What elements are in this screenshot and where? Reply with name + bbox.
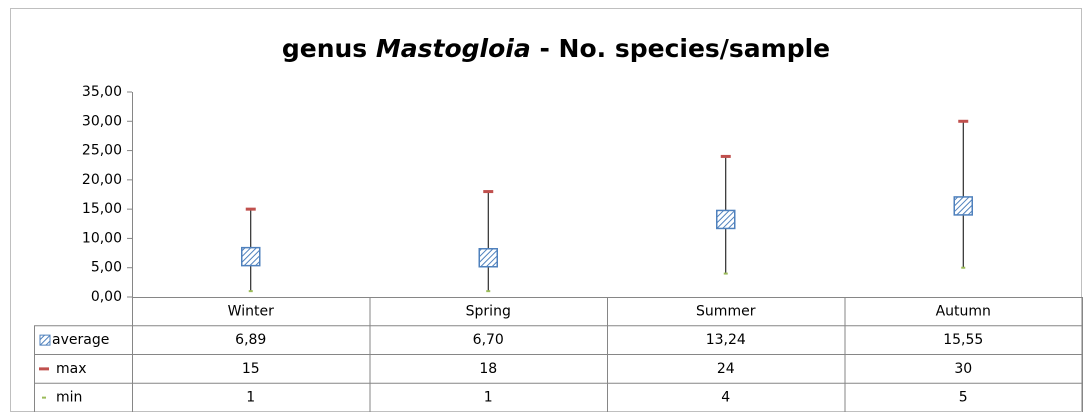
table-value: 6,89	[235, 332, 266, 348]
y-tick-label: 5,00	[91, 260, 122, 276]
table-value: 6,70	[473, 332, 504, 348]
y-tick-label: 0,00	[91, 289, 122, 305]
average-marker	[716, 209, 736, 230]
x-tick-label: Spring	[466, 303, 511, 319]
average-marker	[953, 196, 973, 216]
chart-border	[10, 8, 1082, 412]
y-tick-label: 35,00	[82, 84, 122, 100]
legend-label: max	[56, 361, 87, 377]
average-marker	[478, 248, 498, 268]
x-tick-label: Winter	[228, 303, 274, 319]
legend-label: min	[56, 390, 82, 406]
legend-label: average	[52, 332, 109, 348]
table-value: 4	[721, 390, 730, 406]
title-suffix: - No. species/sample	[539, 34, 830, 63]
x-tick-label: Autumn	[936, 303, 991, 319]
y-tick-label: 25,00	[82, 143, 122, 159]
table-value: 13,24	[706, 332, 746, 348]
table-value: 1	[484, 390, 493, 406]
chart-title: genus Mastogloia - No. species/sample	[282, 34, 830, 63]
table-value: 15	[242, 361, 260, 377]
legend-key	[39, 334, 51, 346]
y-tick-label: 30,00	[82, 113, 122, 129]
table-value: 15,55	[943, 332, 983, 348]
title-taxon: Mastogloia	[376, 34, 531, 63]
y-tick-label: 20,00	[82, 172, 122, 188]
y-tick-label: 10,00	[82, 230, 122, 246]
table-value: 24	[717, 361, 735, 377]
y-tick-label: 15,00	[82, 201, 122, 217]
average-marker	[241, 246, 261, 267]
table-value: 1	[246, 390, 255, 406]
x-tick-label: Summer	[696, 303, 756, 319]
table-value: 18	[479, 361, 497, 377]
title-prefix: genus	[282, 34, 367, 63]
table-value: 30	[954, 361, 972, 377]
table-value: 5	[959, 390, 968, 406]
